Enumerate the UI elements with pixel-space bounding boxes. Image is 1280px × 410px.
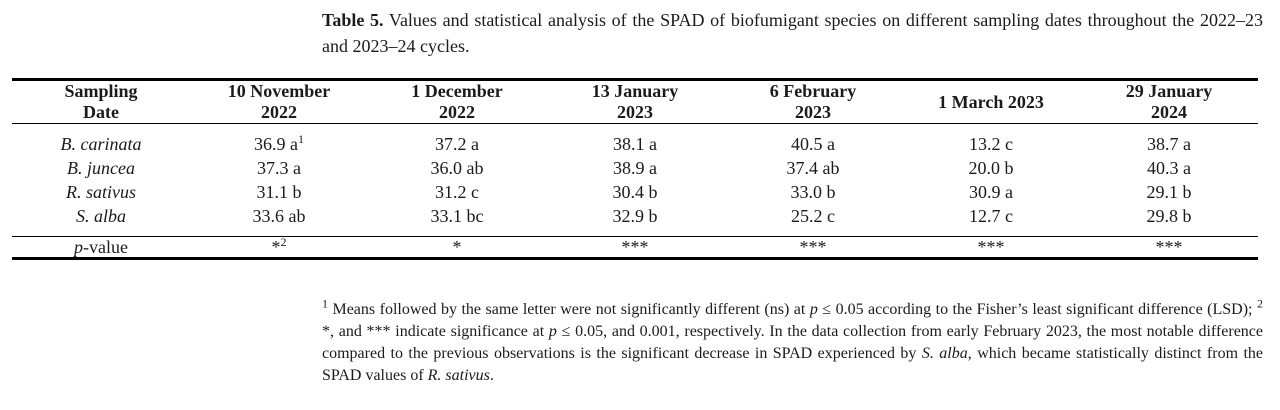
species-name: S. alba: [12, 204, 190, 237]
table-foot: p-value *2 * *** *** *** ***: [12, 235, 1258, 259]
header-29-january-2024: 29 January 2024: [1080, 79, 1258, 124]
pvalue-label: p-value: [74, 237, 128, 257]
table-body: B. carinata 36.9 a1 37.2 a 38.1 a 40.5 a…: [12, 124, 1258, 237]
spad-value: 25.2 c: [724, 204, 902, 237]
row-r-sativus: R. sativus 31.1 b 31.2 c 30.4 b 33.0 b 3…: [12, 180, 1258, 204]
header-sampling-date: Sampling Date: [12, 79, 190, 124]
pvalue-cell: ***: [799, 237, 827, 257]
spad-value: 20.0 b: [968, 158, 1014, 178]
header-row: Sampling Date 10 November 2022 1 December 2…: [12, 79, 1258, 124]
footnote-marker-1: 1: [298, 132, 304, 146]
spad-value: 37.3 a: [257, 158, 301, 178]
spad-table: Sampling Date 10 November 2022 1 December 2…: [12, 78, 1258, 260]
spad-value: 29.8 b: [1080, 204, 1258, 237]
header-1-march-2023: 1 March 2023: [902, 79, 1080, 124]
species-name: R. sativus: [66, 182, 136, 202]
pvalue-cell: ***: [977, 237, 1005, 257]
spad-value: 40.3 a: [1147, 158, 1191, 178]
spad-value: 29.1 b: [1146, 182, 1192, 202]
spad-value: 38.7 a: [1147, 134, 1191, 154]
spad-value: 33.6 ab: [190, 204, 368, 237]
pvalue-cell: ***: [1155, 237, 1183, 257]
spad-value: 31.2 c: [435, 182, 479, 202]
spad-value: 30.4 b: [612, 182, 658, 202]
table-caption-text: Values and statistical analysis of the S…: [322, 10, 1263, 56]
spad-value: 33.1 bc: [368, 204, 546, 237]
spad-value: 30.9 a: [969, 182, 1013, 202]
species-name: B. carinata: [60, 134, 142, 154]
pvalue-cell: *: [452, 237, 462, 257]
spad-value: 37.2 a: [435, 134, 479, 154]
table-footnote: 1 Means followed by the same letter were…: [322, 296, 1264, 384]
header-10-november-2022: 10 November 2022: [190, 79, 368, 124]
spad-value: 12.7 c: [902, 204, 1080, 237]
species-name: B. juncea: [67, 158, 135, 178]
spad-value: 36.0 ab: [430, 158, 484, 178]
footnote-marker-2: 2: [280, 235, 287, 249]
spad-value: 38.9 a: [613, 158, 657, 178]
row-s-alba: S. alba 33.6 ab 33.1 bc 32.9 b 25.2 c 12…: [12, 204, 1258, 237]
header-1-december-2022: 1 December 2022: [368, 79, 546, 124]
pvalue-row: p-value *2 * *** *** *** ***: [12, 235, 1258, 259]
table-header: Sampling Date 10 November 2022 1 December 2…: [12, 79, 1258, 124]
row-b-juncea: B. juncea 37.3 a 36.0 ab 38.9 a 37.4 ab …: [12, 156, 1258, 180]
header-13-january-2023: 13 January 2023: [546, 79, 724, 124]
spad-value: 32.9 b: [546, 204, 724, 237]
spad-value: 33.0 b: [790, 182, 836, 202]
table-caption: Table 5. Values and statistical analysis…: [322, 7, 1263, 59]
row-b-carinata: B. carinata 36.9 a1 37.2 a 38.1 a 40.5 a…: [12, 124, 1258, 157]
spad-value: 38.1 a: [613, 134, 657, 154]
pvalue-cell: ***: [621, 237, 649, 257]
spad-value: 40.5 a: [791, 134, 835, 154]
spad-value: 31.1 b: [256, 182, 302, 202]
header-6-february-2023: 6 February 2023: [724, 79, 902, 124]
spad-value: 37.4 ab: [786, 158, 840, 178]
pvalue-cell: *2: [271, 235, 287, 257]
table-caption-label: Table 5.: [322, 10, 384, 30]
spad-value: 13.2 c: [969, 134, 1013, 154]
spad-value: 36.9 a1: [254, 132, 304, 154]
